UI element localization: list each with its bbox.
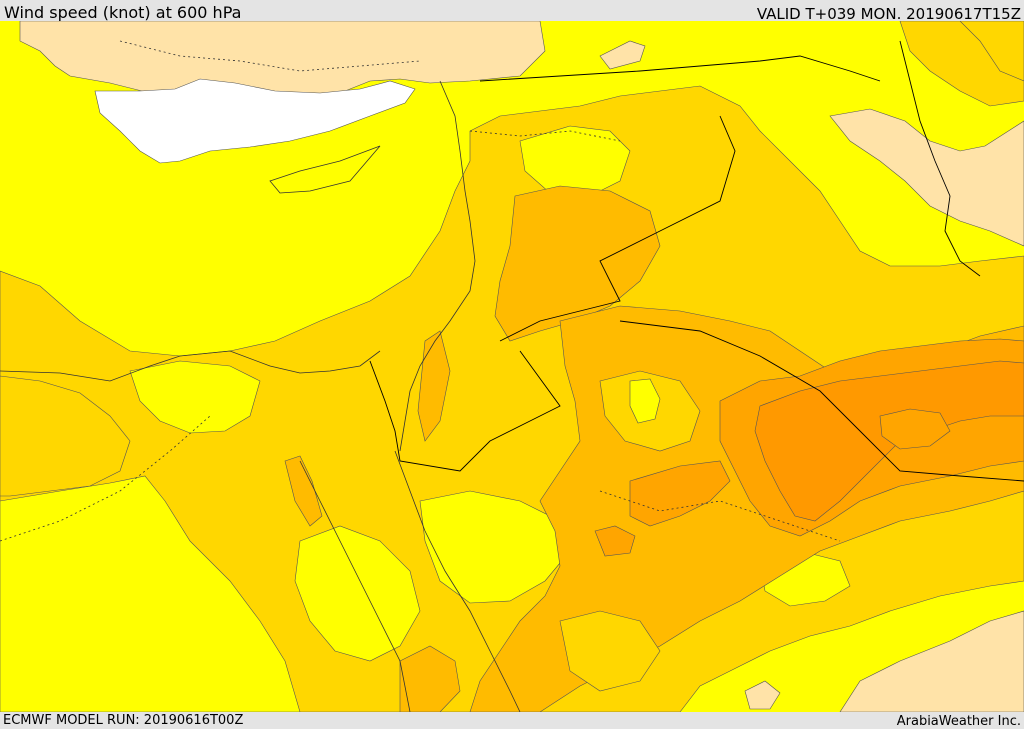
map-title: Wind speed (knot) at 600 hPa [4,3,242,22]
stronger-wind-zone-south [629,460,731,527]
calm-zone-southeast [839,610,1024,712]
strong-wind-strip-gulf [284,455,323,527]
sea-patch-white [94,78,416,164]
calm-zone-small-3 [744,680,781,710]
footer-bar: ECMWF MODEL RUN: 20190616T00Z ArabiaWeat… [0,712,1024,729]
coastline-red-sea-west [299,460,411,712]
header-bar: Wind speed (knot) at 600 hPa VALID T+039… [0,0,1024,23]
light-wind-island-sinai [129,360,261,434]
wind-speed-map[interactable] [0,21,1024,712]
calm-zone-northeast [829,108,1024,247]
border-egypt-sudan-dotted [0,415,211,542]
light-wind-island-redsea [294,525,421,662]
border-sinai [369,350,561,472]
strong-wind-zone-sw [399,645,461,712]
moderate-wind-west-strip [0,375,131,497]
coastline-cyprus [269,145,381,194]
border-syria-iraq [479,55,881,82]
border-internal-dotted-1 [469,130,621,142]
light-wind-island-egypt [0,475,301,712]
light-wind-island-central-small [629,378,661,424]
coastline-levant [399,80,476,452]
coastline-red-sea-east [394,450,521,712]
light-wind-island-south [419,490,571,604]
border-iraq-east [899,40,981,277]
stronger-wind-patch-small [594,525,636,557]
border-saudi-iraq [619,320,1024,482]
calm-zone-small-1 [599,40,646,70]
valid-time: VALID T+039 MON. 20190617T15Z [756,5,1021,23]
credit-label: ArabiaWeather Inc. [896,714,1021,729]
stronger-wind-island-in-core [879,408,951,450]
light-wind-island-arabia-north [519,125,631,197]
model-run-label: ECMWF MODEL RUN: 20190616T00Z [3,713,244,728]
border-jordan-saudi [499,115,736,342]
border-internal-dotted-3 [119,40,421,72]
moderate-wind-northeast [899,21,1024,107]
strong-wind-strip-jordan-valley [417,330,451,442]
moderate-wind-island-south-central [559,610,661,692]
coastline-egypt [0,350,381,382]
